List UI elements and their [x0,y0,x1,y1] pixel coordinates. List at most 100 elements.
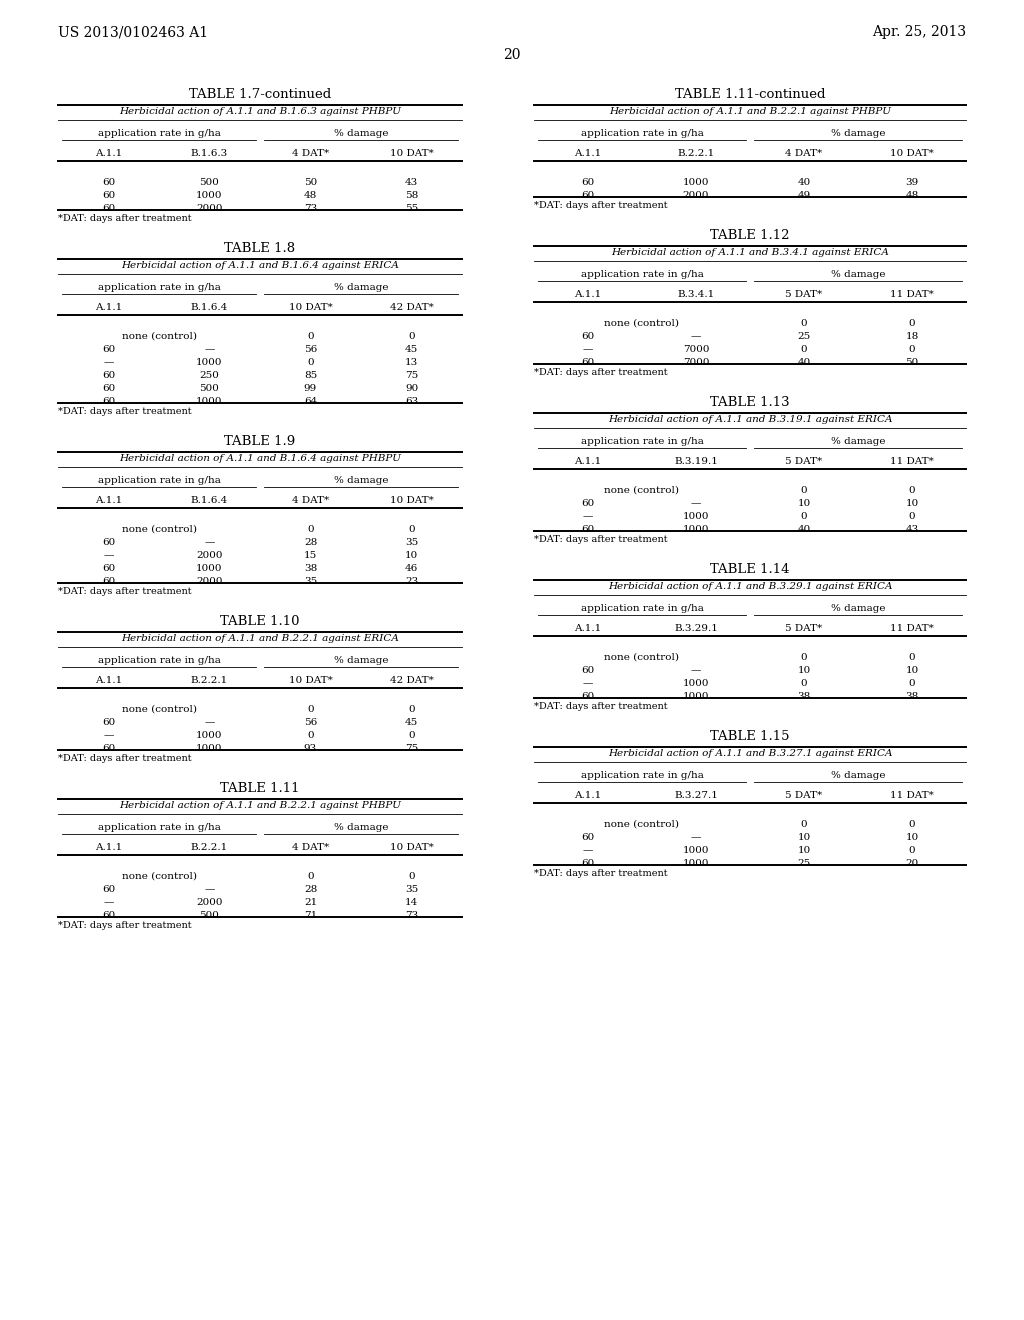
Text: *DAT: days after treatment: *DAT: days after treatment [58,754,191,763]
Text: 11 DAT*: 11 DAT* [890,624,934,634]
Text: 18: 18 [905,333,919,341]
Text: 10: 10 [905,499,919,508]
Text: 60: 60 [582,525,595,535]
Text: B.2.2.1: B.2.2.1 [677,149,715,158]
Text: 10 DAT*: 10 DAT* [289,676,333,685]
Text: 71: 71 [304,911,317,920]
Text: 4 DAT*: 4 DAT* [785,149,822,158]
Text: % damage: % damage [334,656,388,665]
Text: 1000: 1000 [197,397,223,407]
Text: 5 DAT*: 5 DAT* [785,290,822,300]
Text: —: — [691,333,701,341]
Text: 60: 60 [101,744,115,752]
Text: 21: 21 [304,898,317,907]
Text: 10: 10 [798,499,811,508]
Text: 4 DAT*: 4 DAT* [292,149,329,158]
Text: 1000: 1000 [683,525,710,535]
Text: TABLE 1.15: TABLE 1.15 [711,730,790,743]
Text: B.1.6.3: B.1.6.3 [190,149,228,158]
Text: application rate in g/ha: application rate in g/ha [97,282,220,292]
Text: 60: 60 [101,345,115,354]
Text: 43: 43 [404,178,418,187]
Text: 60: 60 [582,178,595,187]
Text: —: — [205,718,215,727]
Text: A.1.1: A.1.1 [574,149,602,158]
Text: Herbicidal action of A.1.1 and B.1.6.3 against PHBPU: Herbicidal action of A.1.1 and B.1.6.3 a… [119,107,401,116]
Text: 0: 0 [908,846,915,855]
Text: 64: 64 [304,397,317,407]
Text: A.1.1: A.1.1 [95,676,122,685]
Text: 0: 0 [307,333,313,341]
Text: 0: 0 [908,678,915,688]
Text: 0: 0 [307,731,313,741]
Text: % damage: % damage [830,605,886,612]
Text: 0: 0 [908,653,915,663]
Text: 0: 0 [307,525,313,535]
Text: *DAT: days after treatment: *DAT: days after treatment [58,407,191,416]
Text: 1000: 1000 [683,512,710,521]
Text: none (control): none (control) [604,319,680,327]
Text: application rate in g/ha: application rate in g/ha [581,437,703,446]
Text: B.2.2.1: B.2.2.1 [190,676,228,685]
Text: 0: 0 [307,358,313,367]
Text: TABLE 1.12: TABLE 1.12 [711,228,790,242]
Text: *DAT: days after treatment: *DAT: days after treatment [58,214,191,223]
Text: 0: 0 [307,705,313,714]
Text: —: — [691,667,701,675]
Text: 45: 45 [404,345,418,354]
Text: 0: 0 [409,873,415,880]
Text: —: — [103,731,114,741]
Text: B.1.6.4: B.1.6.4 [190,496,228,506]
Text: TABLE 1.10: TABLE 1.10 [220,615,300,628]
Text: 10 DAT*: 10 DAT* [890,149,934,158]
Text: 42 DAT*: 42 DAT* [389,304,433,312]
Text: 500: 500 [200,178,219,187]
Text: A.1.1: A.1.1 [574,791,602,800]
Text: *DAT: days after treatment: *DAT: days after treatment [58,921,191,931]
Text: 60: 60 [582,667,595,675]
Text: application rate in g/ha: application rate in g/ha [581,771,703,780]
Text: 2000: 2000 [197,550,223,560]
Text: 38: 38 [905,692,919,701]
Text: 0: 0 [801,512,807,521]
Text: 0: 0 [409,333,415,341]
Text: 38: 38 [304,564,317,573]
Text: 10 DAT*: 10 DAT* [389,149,433,158]
Text: 500: 500 [200,384,219,393]
Text: 60: 60 [582,499,595,508]
Text: TABLE 1.7-continued: TABLE 1.7-continued [188,88,331,102]
Text: US 2013/0102463 A1: US 2013/0102463 A1 [58,25,208,40]
Text: 5 DAT*: 5 DAT* [785,791,822,800]
Text: A.1.1: A.1.1 [574,290,602,300]
Text: 60: 60 [101,178,115,187]
Text: 10: 10 [798,846,811,855]
Text: 35: 35 [404,884,418,894]
Text: 58: 58 [404,191,418,201]
Text: 4 DAT*: 4 DAT* [292,843,329,851]
Text: application rate in g/ha: application rate in g/ha [581,605,703,612]
Text: *DAT: days after treatment: *DAT: days after treatment [534,368,668,378]
Text: 25: 25 [798,859,811,869]
Text: 1000: 1000 [197,744,223,752]
Text: 10: 10 [798,833,811,842]
Text: TABLE 1.9: TABLE 1.9 [224,436,296,447]
Text: 4 DAT*: 4 DAT* [292,496,329,506]
Text: 0: 0 [908,345,915,354]
Text: application rate in g/ha: application rate in g/ha [97,822,220,832]
Text: % damage: % damage [830,271,886,279]
Text: 48: 48 [304,191,317,201]
Text: none (control): none (control) [604,820,680,829]
Text: 7000: 7000 [683,358,710,367]
Text: TABLE 1.13: TABLE 1.13 [711,396,790,409]
Text: B.3.29.1: B.3.29.1 [674,624,718,634]
Text: 5 DAT*: 5 DAT* [785,457,822,466]
Text: 60: 60 [582,333,595,341]
Text: % damage: % damage [830,129,886,139]
Text: 60: 60 [101,191,115,201]
Text: —: — [583,678,593,688]
Text: application rate in g/ha: application rate in g/ha [97,477,220,484]
Text: Herbicidal action of A.1.1 and B.3.27.1 against ERICA: Herbicidal action of A.1.1 and B.3.27.1 … [608,748,892,758]
Text: 0: 0 [801,345,807,354]
Text: 250: 250 [200,371,219,380]
Text: —: — [583,512,593,521]
